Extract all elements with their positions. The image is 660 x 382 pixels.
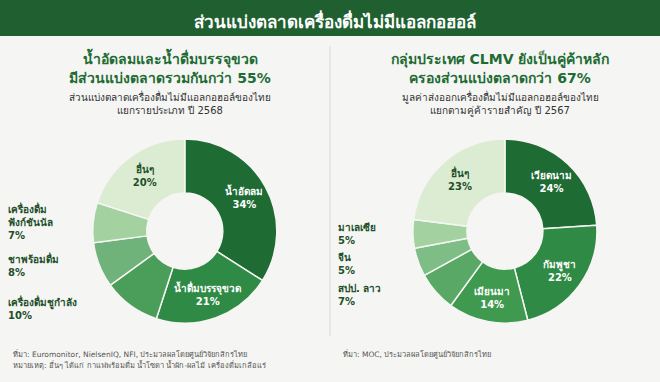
svg-text:ส่วนแบ่งตลาดเครื่องดื่มไม่มีแอ: ส่วนแบ่งตลาดเครื่องดื่มไม่มีแอลกอฮอล์ <box>194 10 476 32</box>
svg-text:จีน: จีน <box>338 252 351 263</box>
svg-text:ที่มา: MOC, ประมวลผลโดยศูนย์วิ: ที่มา: MOC, ประมวลผลโดยศูนย์วิจัยกสิกรไท… <box>343 349 491 359</box>
svg-text:น้ำอัดลมและน้ำดื่มบรรจุขวด: น้ำอัดลมและน้ำดื่มบรรจุขวด <box>83 48 258 68</box>
svg-text:มาเลเซีย: มาเลเซีย <box>338 222 376 233</box>
svg-text:ส่วนแบ่งตลาดเครื่องดื่มไม่มีแอ: ส่วนแบ่งตลาดเครื่องดื่มไม่มีแอลกอฮอล์ของ… <box>69 90 271 103</box>
svg-text:เมียนมา: เมียนมา <box>474 286 510 297</box>
svg-text:กัมพูชา: กัมพูชา <box>543 259 576 272</box>
svg-text:14%: 14% <box>480 299 504 310</box>
svg-text:หมายเหตุ: อื่นๆ ได้แก่ กาแฟพร้: หมายเหตุ: อื่นๆ ได้แก่ กาแฟพร้อมดื่ม น้ำ… <box>13 360 266 370</box>
svg-text:8%: 8% <box>8 267 25 278</box>
svg-text:ฟังก์ชันนัล: ฟังก์ชันนัล <box>8 217 53 228</box>
svg-text:เครื่องดื่มชูกำลัง: เครื่องดื่มชูกำลัง <box>8 295 77 310</box>
svg-text:10%: 10% <box>8 310 32 321</box>
svg-text:ที่มา: Euromonitor, NielsenIQ,: ที่มา: Euromonitor, NielsenIQ, NFI, ประม… <box>13 349 247 359</box>
svg-text:ชาพร้อมดื่ม: ชาพร้อมดื่ม <box>8 252 59 265</box>
svg-text:24%: 24% <box>539 183 563 194</box>
svg-text:20%: 20% <box>133 177 157 188</box>
svg-text:22%: 22% <box>548 272 572 283</box>
svg-text:23%: 23% <box>448 181 472 192</box>
svg-text:น้ำอัดลม: น้ำอัดลม <box>225 184 263 197</box>
svg-text:น้ำดื่มบรรจุขวด: น้ำดื่มบรรจุขวด <box>174 281 241 295</box>
svg-text:7%: 7% <box>338 296 355 307</box>
svg-text:7%: 7% <box>8 230 25 241</box>
svg-text:5%: 5% <box>338 235 355 246</box>
svg-text:34%: 34% <box>232 199 256 210</box>
svg-text:เวียดนาม: เวียดนาม <box>531 170 572 181</box>
svg-text:แยกตามคู่ค้ารายสำคัญ ปี 2567: แยกตามคู่ค้ารายสำคัญ ปี 2567 <box>430 105 570 117</box>
svg-text:ครองส่วนแบ่งตลาดกว่า 67%: ครองส่วนแบ่งตลาดกว่า 67% <box>409 70 590 86</box>
svg-text:21%: 21% <box>196 296 220 307</box>
svg-text:เครื่องดื่ม: เครื่องดื่ม <box>8 202 47 215</box>
svg-text:สปป. ลาว: สปป. ลาว <box>338 283 381 294</box>
svg-text:มีส่วนแบ่งตลาดรวมกันกว่า 55%: มีส่วนแบ่งตลาดรวมกันกว่า 55% <box>69 70 270 86</box>
svg-text:มูลค่าส่งออกเครื่องดื่มไม่มีแอ: มูลค่าส่งออกเครื่องดื่มไม่มีแอลกอฮอล์ของ… <box>402 90 599 104</box>
svg-text:แยกรายประเภท ปี 2568: แยกรายประเภท ปี 2568 <box>117 105 223 116</box>
svg-text:5%: 5% <box>338 265 355 276</box>
svg-text:กลุ่มประเทศ CLMV ยังเป็นคู่ค้า: กลุ่มประเทศ CLMV ยังเป็นคู่ค้าหลัก <box>391 50 610 68</box>
svg-text:อื่นๆ: อื่นๆ <box>136 162 154 176</box>
svg-text:อื่นๆ: อื่นๆ <box>451 166 469 180</box>
